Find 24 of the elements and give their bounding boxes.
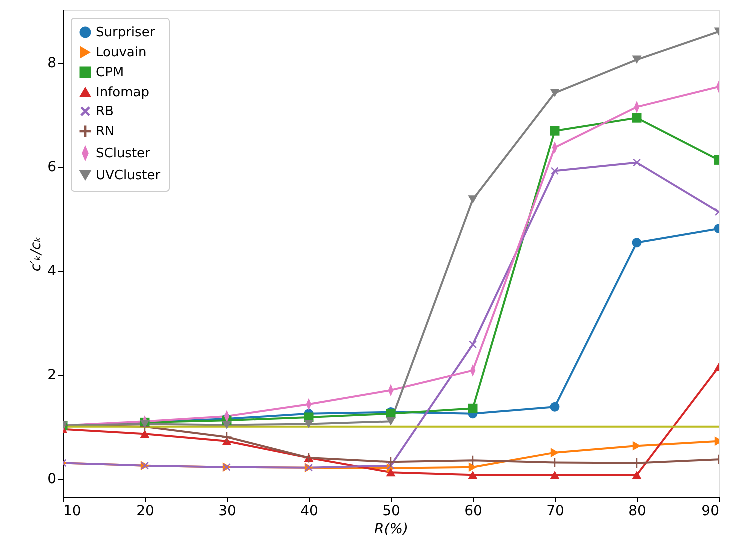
x-tick-label: 80 <box>628 504 646 520</box>
x-tick-label: 10 <box>64 504 82 520</box>
x-tick-label: 90 <box>702 504 720 520</box>
x-tick-label: 20 <box>136 504 154 520</box>
y-tick-label: 4 <box>48 263 57 280</box>
legend-label: CPM <box>96 66 124 80</box>
legend-label: Louvain <box>96 46 147 60</box>
legend-label: Infomap <box>96 86 150 100</box>
y-tick-label: 2 <box>48 367 56 384</box>
legend-label: Surpriser <box>96 26 156 40</box>
legend-label: RN <box>96 124 115 140</box>
x-tick-label: 40 <box>300 504 318 520</box>
legend-label: RB <box>96 104 114 120</box>
x-tick-label: 70 <box>546 504 564 520</box>
y-axis-title: c′ₖ/cₖ <box>28 236 45 272</box>
x-axis-title: R(%) <box>374 522 408 538</box>
y-tick-label: 0 <box>48 471 56 488</box>
y-tick-label: 8 <box>48 56 56 72</box>
x-tick-label: 30 <box>218 504 236 520</box>
legend-label: SCluster <box>96 146 152 162</box>
legend-label: UVCluster <box>96 168 162 184</box>
x-tick-label: 60 <box>464 504 482 520</box>
y-tick-label: 6 <box>48 159 57 176</box>
x-tick-label: 50 <box>382 504 400 520</box>
